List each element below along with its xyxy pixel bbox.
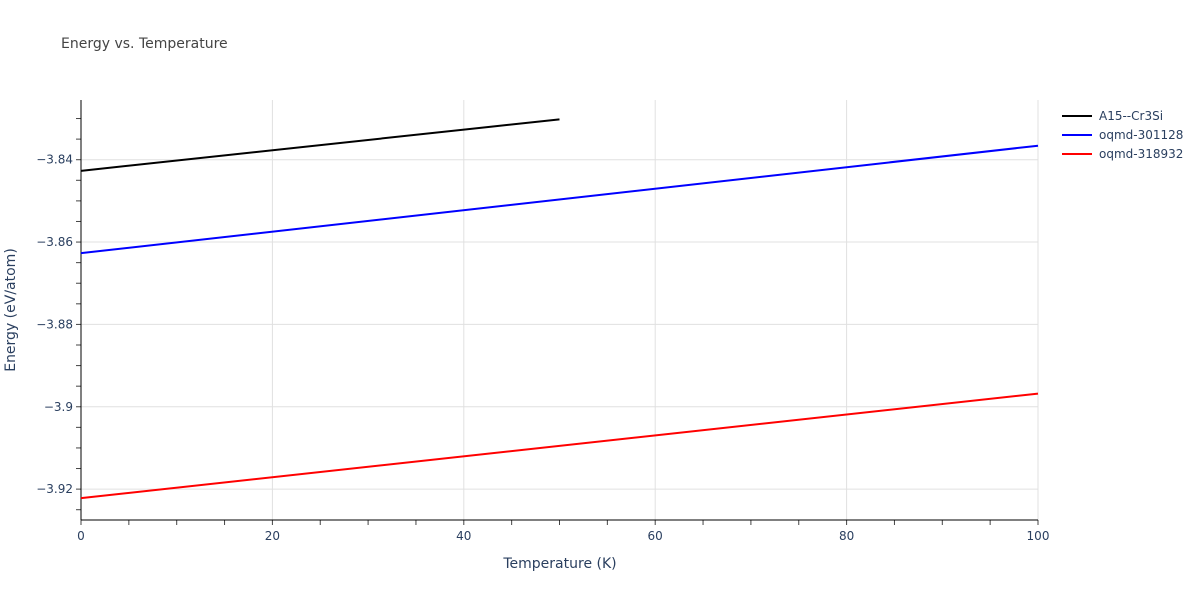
legend-swatch-icon <box>1062 133 1092 136</box>
y-axis-label: Energy (eV/atom) <box>3 248 19 372</box>
x-tick-label: 60 <box>648 529 663 543</box>
grid-lines <box>81 100 1039 520</box>
y-tick-label: −3.88 <box>36 317 73 331</box>
legend-item[interactable]: oqmd-301128 <box>1062 125 1183 144</box>
axes: 0 20 40 60 80 100 −3.84 −3.86 −3.88 −3.9 −3.92 <box>36 100 1049 543</box>
y-tick-label: −3.92 <box>36 482 73 496</box>
y-tick-label: −3.86 <box>36 235 73 249</box>
series-line-oqmd-318932[interactable] <box>80 392 1039 500</box>
x-tick-label: 20 <box>265 529 280 543</box>
x-tick-label: 100 <box>1027 529 1050 543</box>
x-tick-label: 80 <box>839 529 854 543</box>
chart-title: Energy vs. Temperature <box>61 36 228 52</box>
x-tick-label: 0 <box>77 529 85 543</box>
y-tick-label: −3.9 <box>44 400 73 414</box>
legend-label: oqmd-318932 <box>1099 146 1184 161</box>
y-tick-label: −3.84 <box>36 153 73 167</box>
legend-swatch-icon <box>1062 114 1092 117</box>
x-tick-label: 40 <box>456 529 471 543</box>
data-series <box>80 118 1039 500</box>
legend-label: oqmd-301128 <box>1099 127 1184 142</box>
series-line-oqmd-301128[interactable] <box>80 144 1039 255</box>
legend-swatch-icon <box>1062 152 1092 155</box>
legend-item[interactable]: oqmd-318932 <box>1062 144 1183 163</box>
legend-label: A15--Cr3Si <box>1099 108 1164 123</box>
legend-item[interactable]: A15--Cr3Si <box>1062 106 1183 125</box>
series-line-A15--Cr3Si[interactable] <box>80 118 560 172</box>
x-axis-label: Temperature (K) <box>502 556 616 572</box>
legend: A15--Cr3Si oqmd-301128 oqmd-318932 <box>1062 106 1183 163</box>
